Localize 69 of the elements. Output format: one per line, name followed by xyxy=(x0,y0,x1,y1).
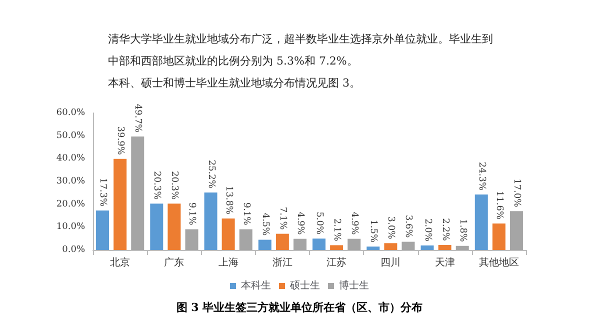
bar xyxy=(276,234,289,250)
y-tick-label: 50.0% xyxy=(56,130,86,141)
data-label: 4.9% xyxy=(294,212,305,236)
data-label: 24.3% xyxy=(476,162,486,191)
bar xyxy=(312,238,326,250)
bar xyxy=(168,204,181,250)
bar xyxy=(131,136,144,250)
x-tick-label: 北京 xyxy=(110,256,130,268)
bar xyxy=(293,238,306,250)
data-label: 17.0% xyxy=(511,178,522,208)
data-label: 1.5% xyxy=(368,220,378,244)
y-tick-label: 0.0% xyxy=(62,245,86,255)
bar xyxy=(384,243,398,250)
data-label: 25.2% xyxy=(206,160,216,189)
bar xyxy=(420,245,434,250)
data-label: 7.1% xyxy=(277,206,288,230)
bar xyxy=(330,245,344,250)
data-label: 2.0% xyxy=(422,218,432,242)
x-tick-label: 其他地区 xyxy=(478,256,519,268)
data-label: 9.1% xyxy=(186,202,197,226)
text: 本科、硕士和博士毕业生就业地域分布情况见图 3。 xyxy=(108,76,360,90)
data-label: 4.5% xyxy=(260,212,270,236)
data-label: 13.8% xyxy=(223,186,234,215)
bar xyxy=(366,246,380,250)
y-tick-label: 10.0% xyxy=(56,222,86,232)
bar xyxy=(492,224,506,250)
data-label: 1.8% xyxy=(457,219,468,242)
data-label: 20.3% xyxy=(169,171,180,200)
x-tick-label: 浙江 xyxy=(272,256,292,268)
bar xyxy=(150,204,164,250)
data-label: 3.0% xyxy=(386,216,396,240)
legend-label: 本科生 xyxy=(241,280,271,292)
text: 图 3 毕业生签三方就业单位所在省（区、市）分布 xyxy=(176,301,423,314)
x-tick-label: 上海 xyxy=(218,256,238,268)
text: 清华大学毕业生就业地域分布广泛，超半数毕业生选择京外单位就业。毕业生到中部和西部地区就业的比例分别为 5.3%和 7.2%。 xyxy=(108,32,493,68)
data-label: 49.7% xyxy=(132,104,143,133)
x-tick-label: 天津 xyxy=(434,256,455,268)
bar xyxy=(204,192,218,250)
bar xyxy=(402,242,415,250)
y-tick-label: 60.0% xyxy=(56,108,86,118)
data-label: 20.3% xyxy=(152,171,162,200)
bar xyxy=(185,229,198,250)
y-tick-label: 30.0% xyxy=(56,176,86,186)
bar xyxy=(258,240,272,250)
x-tick-label: 江苏 xyxy=(326,256,347,268)
legend-label: 硕士生 xyxy=(289,280,320,292)
bar xyxy=(96,210,110,250)
y-tick-label: 40.0% xyxy=(56,154,86,164)
data-label: 2.2% xyxy=(440,218,450,242)
data-label: 17.3% xyxy=(98,178,108,207)
data-label: 2.1% xyxy=(332,218,342,242)
legend-label: 博士生 xyxy=(339,280,369,292)
bar xyxy=(456,246,469,250)
data-label: 5.0% xyxy=(314,212,324,236)
data-label: 4.9% xyxy=(349,212,360,236)
data-label: 3.6% xyxy=(403,214,414,238)
bar xyxy=(510,211,523,250)
bar xyxy=(438,244,452,250)
data-label: 9.1% xyxy=(240,202,251,226)
bar xyxy=(222,218,235,250)
bar xyxy=(474,194,488,250)
bar xyxy=(239,229,252,250)
data-label: 39.9% xyxy=(115,126,126,156)
bar xyxy=(348,238,361,250)
bar xyxy=(114,158,127,250)
y-tick-label: 20.0% xyxy=(56,199,86,210)
x-tick-label: 广东 xyxy=(164,256,184,268)
x-tick-label: 四川 xyxy=(380,256,401,268)
data-label: 11.6% xyxy=(494,190,504,220)
